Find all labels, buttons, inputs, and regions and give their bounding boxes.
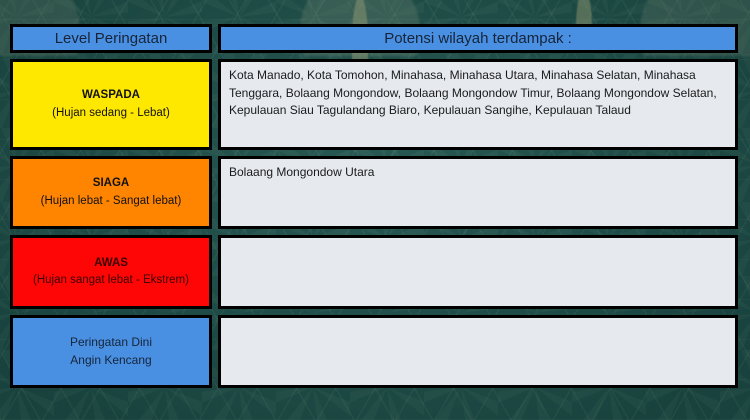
level-cell-awas: AWAS (Hujan sangat lebat - Ekstrem) <box>10 234 212 310</box>
header-cell-level: Level Peringatan <box>10 24 212 54</box>
level-title: SIAGA <box>92 177 130 190</box>
level-subtitle: (Hujan sedang - Lebat) <box>52 107 170 120</box>
table-header-row: Level Peringatan Potensi wilayah terdamp… <box>10 24 738 54</box>
header-cell-area: Potensi wilayah terdampak : <box>218 24 738 54</box>
level-subtitle: (Hujan lebat - Sangat lebat) <box>40 194 182 207</box>
level-title: AWAS <box>94 256 128 269</box>
level-title: Peringatan Dini <box>69 334 153 349</box>
warning-level-table: Level Peringatan Potensi wilayah terdamp… <box>10 24 738 389</box>
table-row: Peringatan Dini Angin Kencang <box>10 315 738 389</box>
area-cell-awas <box>218 234 738 310</box>
area-cell-siaga: Bolaang Mongondow Utara <box>218 155 738 229</box>
area-cell-peringatan-dini <box>218 315 738 389</box>
level-title: WASPADA <box>82 89 140 102</box>
level-cell-siaga: SIAGA (Hujan lebat - Sangat lebat) <box>10 155 212 229</box>
table-row: WASPADA (Hujan sedang - Lebat) Kota Mana… <box>10 59 738 150</box>
level-subtitle: Angin Kencang <box>70 353 152 368</box>
area-cell-waspada: Kota Manado, Kota Tomohon, Minahasa, Min… <box>218 59 738 150</box>
level-cell-peringatan-dini: Peringatan Dini Angin Kencang <box>10 315 212 389</box>
table-row: SIAGA (Hujan lebat - Sangat lebat) Bolaa… <box>10 155 738 229</box>
level-cell-waspada: WASPADA (Hujan sedang - Lebat) <box>10 59 212 150</box>
table-row: AWAS (Hujan sangat lebat - Ekstrem) <box>10 234 738 310</box>
level-subtitle: (Hujan sangat lebat - Ekstrem) <box>33 274 189 287</box>
